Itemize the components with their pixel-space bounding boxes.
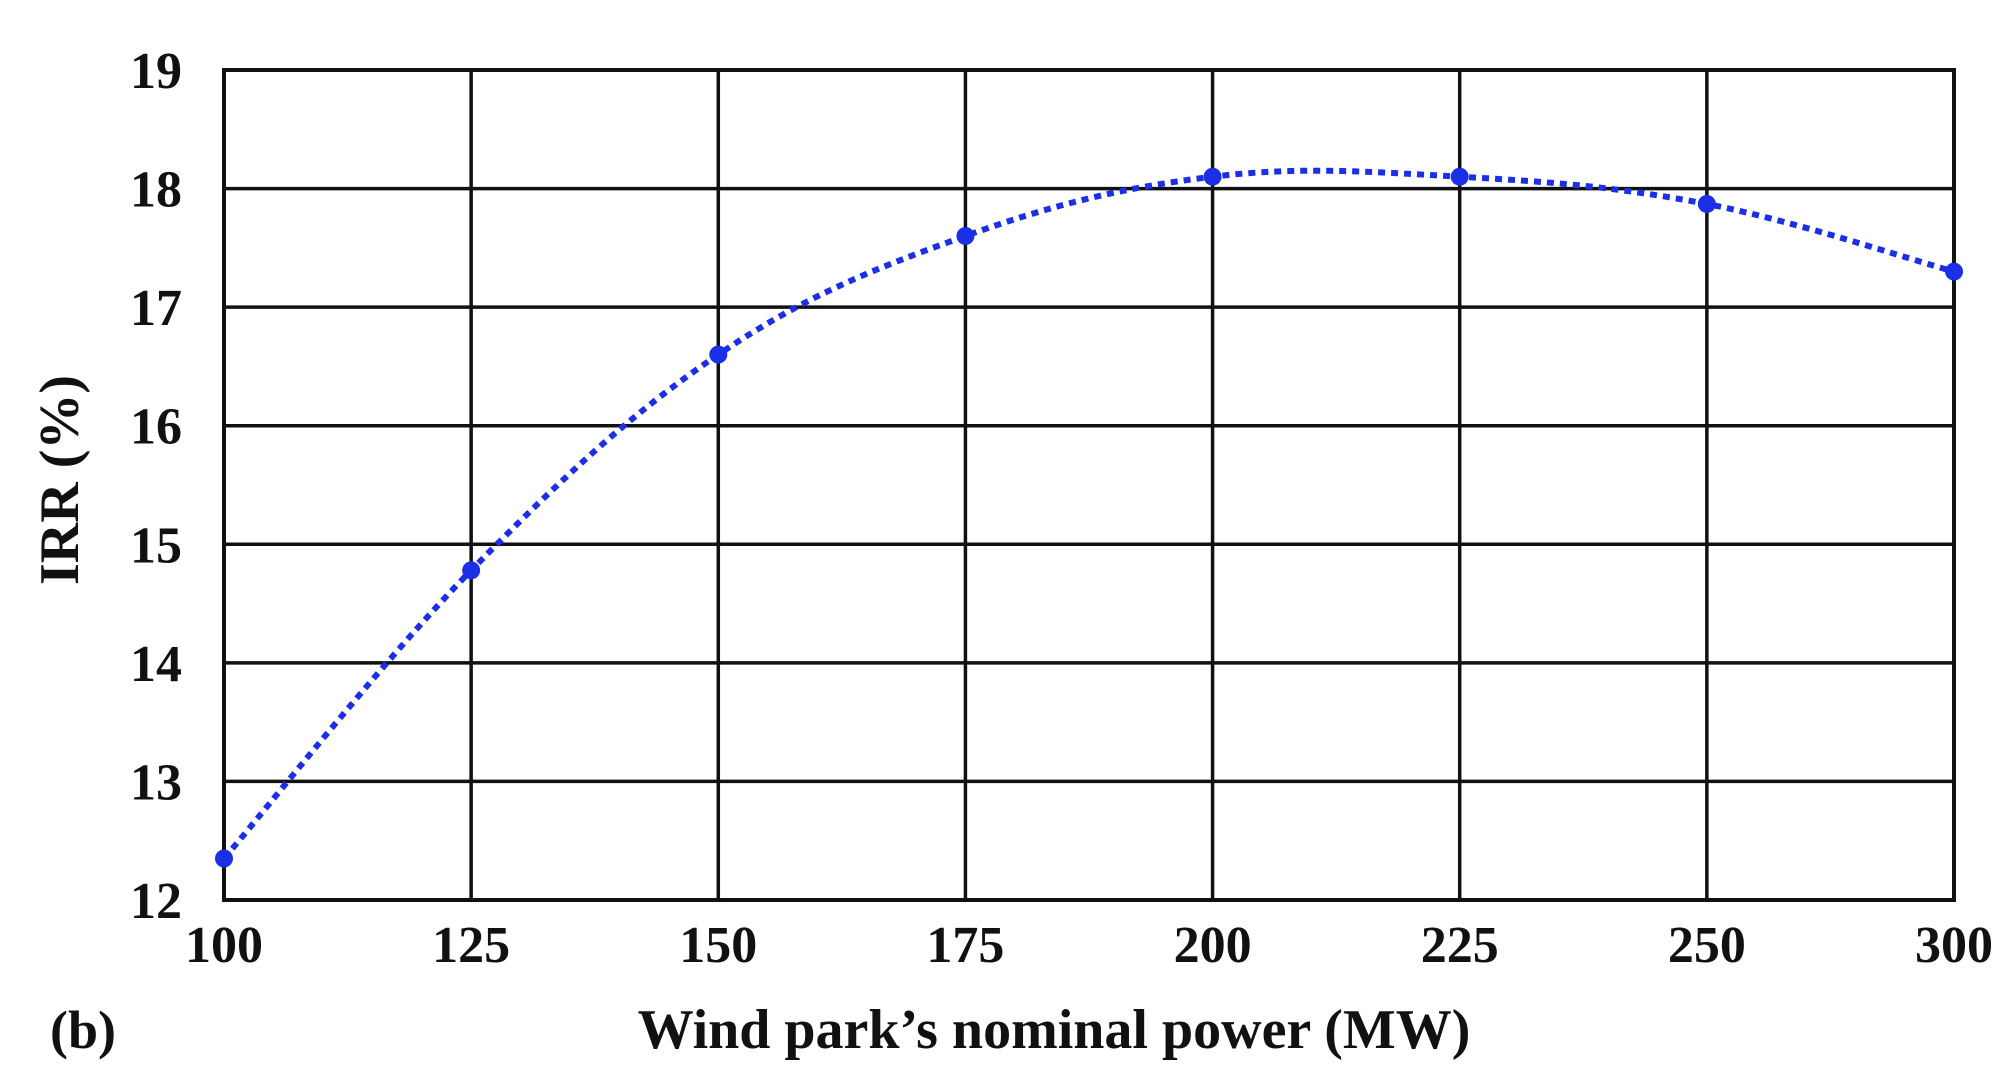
x-tick-label-175: 175: [926, 917, 1004, 974]
y-axis-ticks: 12 13 14 15 16 17 18 19: [130, 43, 182, 930]
x-tick-label-150: 150: [679, 917, 757, 974]
x-axis-ticks: 100 125 150 175 200 225 250 300: [185, 917, 1993, 974]
y-tick-label-16: 16: [130, 399, 182, 456]
y-tick-label-17: 17: [130, 280, 182, 337]
series-line-0: [221, 167, 1955, 861]
x-tick-label-100: 100: [185, 917, 263, 974]
x-tick-label-200: 200: [1174, 917, 1252, 974]
y-tick-label-13: 13: [130, 754, 182, 811]
x-axis-title: Wind park’s nominal power (MW): [638, 999, 1471, 1061]
y-tick-label-19: 19: [130, 43, 182, 100]
y-axis-title: IRR (%): [29, 375, 91, 585]
data-point-125: [462, 561, 481, 580]
grid-lines: [222, 68, 1956, 902]
y-tick-label-18: 18: [130, 162, 182, 219]
data-point-250: [1697, 194, 1716, 213]
data-point-200: [1203, 167, 1222, 186]
data-point-300: [1945, 262, 1963, 281]
data-point-100: [215, 849, 233, 868]
data-point-150: [709, 345, 728, 364]
y-tick-label-14: 14: [130, 636, 182, 693]
panel-label: (b): [50, 1000, 116, 1060]
x-tick-label-125: 125: [432, 917, 510, 974]
series-layer: [215, 167, 1963, 868]
y-tick-label-15: 15: [130, 517, 182, 574]
x-tick-label-250: 250: [1668, 917, 1746, 974]
x-tick-label-300: 300: [1915, 917, 1993, 974]
x-tick-label-225: 225: [1421, 917, 1499, 974]
data-point-175: [956, 227, 975, 245]
data-point-225: [1450, 167, 1469, 186]
plot-frame: [222, 68, 1956, 902]
y-tick-label-12: 12: [130, 873, 182, 930]
